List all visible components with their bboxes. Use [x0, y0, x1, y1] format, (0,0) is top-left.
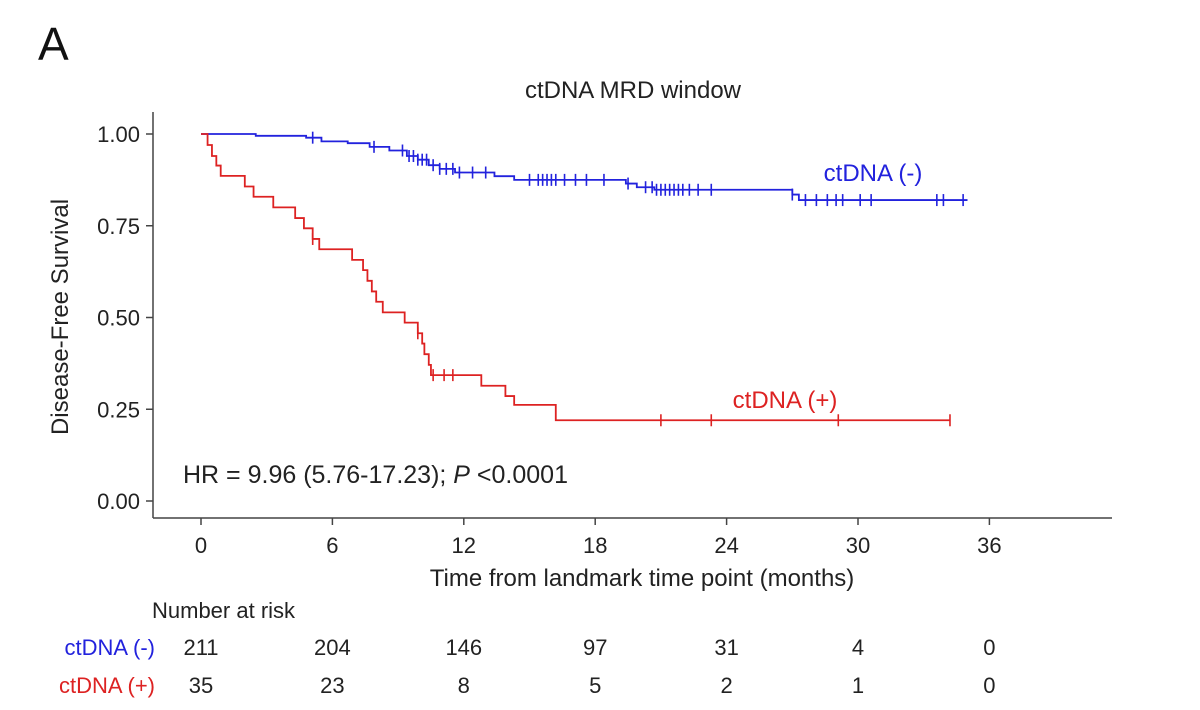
y-tick-label: 0.75 — [97, 214, 140, 239]
chart-title: ctDNA MRD window — [525, 77, 742, 104]
x-tick-label: 24 — [714, 533, 738, 558]
panel-label: A — [38, 18, 69, 70]
risk-label-positive: ctDNA (+) — [59, 673, 155, 698]
p-value: <0.0001 — [470, 461, 568, 489]
risk-value: 31 — [714, 635, 738, 660]
x-axis-label: Time from landmark time point (months) — [430, 565, 855, 592]
risk-value: 204 — [314, 635, 351, 660]
survival-curve-positive — [201, 133, 950, 422]
y-tick-label: 0.00 — [97, 489, 140, 514]
risk-value: 97 — [583, 635, 607, 660]
y-tick-label: 0.25 — [97, 397, 140, 422]
survival-curves — [201, 131, 968, 427]
risk-value: 5 — [589, 673, 601, 698]
risk-label-negative: ctDNA (-) — [65, 635, 155, 660]
y-tick-label: 0.50 — [97, 306, 140, 331]
p-symbol: P — [453, 461, 470, 489]
risk-value: 0 — [983, 635, 995, 660]
risk-value: 0 — [983, 673, 995, 698]
risk-value: 1 — [852, 673, 864, 698]
y-axis-label-group: Disease-Free Survival — [47, 199, 74, 435]
hazard-ratio-annotation: HR = 9.96 (5.76-17.23); P <0.0001 — [183, 461, 568, 489]
x-tick-label: 36 — [977, 533, 1001, 558]
risk-table-title: Number at risk — [152, 598, 296, 623]
series-label-positive: ctDNA (+) — [733, 387, 838, 414]
x-tick-label: 0 — [195, 533, 207, 558]
risk-value: 35 — [189, 673, 213, 698]
risk-value: 23 — [320, 673, 344, 698]
hr-text: HR = 9.96 (5.76-17.23); — [183, 461, 453, 489]
risk-value: 2 — [720, 673, 732, 698]
risk-table-values: 211 204 146 97 31 4 0 35 23 8 5 2 1 0 — [183, 635, 995, 698]
risk-value: 211 — [183, 635, 218, 660]
x-tick-label: 18 — [583, 533, 607, 558]
series-label-negative: ctDNA (-) — [824, 160, 923, 187]
y-axis-label: Disease-Free Survival — [47, 199, 74, 435]
x-tick-label: 12 — [452, 533, 476, 558]
risk-value: 146 — [445, 635, 482, 660]
x-tick-label: 6 — [326, 533, 338, 558]
y-tick-label: 1.00 — [97, 122, 140, 147]
x-ticks: 0 6 12 18 24 30 36 — [195, 518, 1002, 558]
risk-value: 4 — [852, 635, 864, 660]
x-tick-label: 30 — [846, 533, 870, 558]
y-ticks: 0.00 0.25 0.50 0.75 1.00 — [97, 122, 153, 514]
risk-value: 8 — [458, 673, 470, 698]
